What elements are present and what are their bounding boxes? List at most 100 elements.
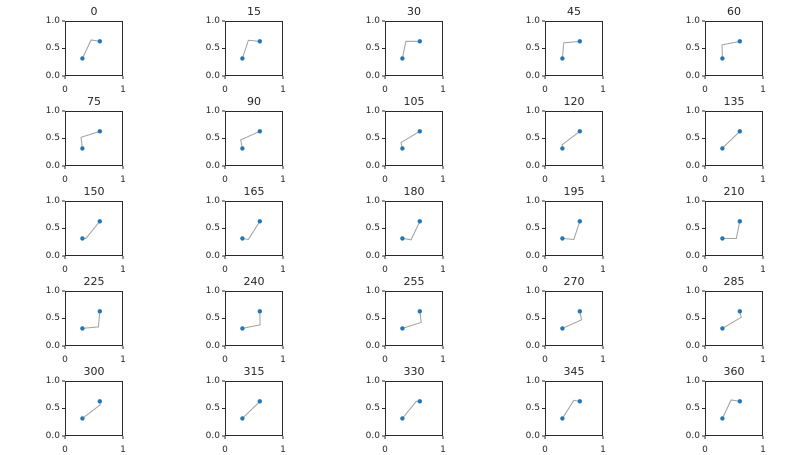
plot-area bbox=[702, 200, 764, 259]
plot-area bbox=[62, 380, 124, 439]
y-tick-label: 0.0 bbox=[525, 340, 540, 351]
y-axis-tick-labels: 1.0 0.5 0.0 bbox=[517, 285, 545, 351]
subplot-title: 210 bbox=[723, 185, 745, 198]
y-tick-label: 1.0 bbox=[365, 375, 380, 386]
x-tick-label: 1 bbox=[280, 264, 286, 275]
x-tick-label: 1 bbox=[120, 84, 126, 95]
y-tick-label: 0.0 bbox=[365, 340, 380, 351]
subplot-title: 345 bbox=[563, 365, 585, 378]
data-point bbox=[577, 309, 582, 314]
plot-area bbox=[382, 20, 444, 79]
y-tick-label: 1.0 bbox=[525, 285, 540, 296]
figure-330: 330 1.0 0.5 0.0 0 1 bbox=[357, 365, 446, 455]
y-axis-tick-labels: 1.0 0.5 0.0 bbox=[37, 196, 65, 261]
y-axis-tick-labels: 1.0 0.5 0.0 bbox=[197, 16, 225, 81]
y-tick-label: 1.0 bbox=[365, 195, 380, 206]
segment-path bbox=[240, 130, 261, 149]
plot-area bbox=[62, 20, 124, 79]
subplot-title: 90 bbox=[247, 95, 261, 108]
y-tick-label: 0.5 bbox=[525, 403, 540, 413]
data-point bbox=[80, 146, 85, 151]
x-tick-label: 1 bbox=[600, 264, 606, 275]
x-tick-label: 1 bbox=[760, 84, 766, 95]
segment-path bbox=[242, 221, 261, 240]
y-tick-label: 0.0 bbox=[685, 340, 700, 351]
segment-path bbox=[402, 400, 420, 419]
data-point bbox=[97, 129, 102, 134]
plot-area bbox=[62, 200, 124, 259]
subplot-120: 120 1.0 0.5 0.0 0 1 bbox=[480, 95, 640, 185]
subplot-300: 300 1.0 0.5 0.0 0 1 bbox=[0, 365, 160, 455]
y-tick-label: 0.5 bbox=[365, 133, 380, 143]
x-tick-label: 0 bbox=[542, 444, 548, 455]
subplot-title: 240 bbox=[243, 275, 265, 288]
subplot-45: 45 1.0 0.5 0.0 0 1 bbox=[480, 5, 640, 95]
y-tick-label: 1.0 bbox=[45, 15, 60, 26]
subplot-255: 255 1.0 0.5 0.0 0 1 bbox=[320, 275, 480, 365]
x-tick-label: 0 bbox=[62, 354, 68, 365]
y-tick-label: 0.0 bbox=[685, 250, 700, 261]
y-axis-tick-labels: 1.0 0.5 0.0 bbox=[37, 15, 65, 81]
data-point bbox=[417, 129, 422, 134]
figure-120: 120 1.0 0.5 0.0 0 1 bbox=[517, 95, 606, 185]
figure-255: 255 1.0 0.5 0.0 0 1 bbox=[357, 275, 446, 365]
data-point bbox=[417, 309, 422, 314]
plot-area bbox=[702, 110, 764, 169]
figure-285: 285 1.0 0.5 0.0 0 1 bbox=[677, 275, 766, 365]
subplot-title: 60 bbox=[727, 5, 741, 18]
y-tick-label: 0.0 bbox=[45, 160, 60, 171]
y-tick-label: 0.5 bbox=[525, 223, 540, 233]
y-axis-tick-labels: 1.0 0.5 0.0 bbox=[677, 16, 705, 81]
subplot-345: 345 1.0 0.5 0.0 0 1 bbox=[480, 365, 640, 455]
data-point bbox=[720, 56, 725, 61]
x-tick-label: 0 bbox=[702, 174, 708, 185]
figure-360: 360 1.0 0.5 0.0 0 1 bbox=[677, 365, 766, 455]
subplot-title: 75 bbox=[87, 95, 101, 108]
y-axis-tick-labels: 1.0 0.5 0.0 bbox=[197, 106, 225, 171]
y-tick-label: 0.5 bbox=[685, 133, 700, 143]
y-tick-label: 0.0 bbox=[205, 250, 220, 261]
y-tick-label: 0.5 bbox=[685, 313, 700, 323]
data-point bbox=[400, 326, 405, 331]
figure-135: 135 1.0 0.5 0.0 0 1 bbox=[677, 95, 766, 185]
x-tick-label: 0 bbox=[702, 354, 708, 365]
plot-area bbox=[542, 110, 604, 169]
y-tick-label: 1.0 bbox=[525, 15, 540, 26]
y-tick-label: 1.0 bbox=[205, 195, 220, 206]
y-tick-label: 1.0 bbox=[525, 195, 540, 206]
subplot-title: 180 bbox=[403, 185, 425, 198]
y-tick-label: 0.5 bbox=[685, 223, 700, 233]
figure-300: 300 1.0 0.5 0.0 0 1 bbox=[37, 365, 126, 455]
x-tick-label: 0 bbox=[382, 174, 388, 185]
y-tick-label: 0.5 bbox=[525, 43, 540, 53]
figure-195: 195 1.0 0.5 0.0 0 1 bbox=[517, 185, 606, 275]
subplot-title: 330 bbox=[403, 365, 425, 378]
y-tick-label: 0.0 bbox=[45, 70, 60, 81]
subplot-180: 180 1.0 0.5 0.0 0 1 bbox=[320, 185, 480, 275]
figure-90: 90 1.0 0.5 0.0 0 1 bbox=[197, 95, 286, 185]
subplot-75: 75 1.0 0.5 0.0 0 1 bbox=[0, 95, 160, 185]
y-tick-label: 1.0 bbox=[205, 285, 220, 296]
y-axis-tick-labels: 1.0 0.5 0.0 bbox=[37, 106, 65, 171]
plot-area bbox=[222, 380, 284, 439]
subplot-title: 315 bbox=[243, 365, 265, 378]
y-tick-label: 0.0 bbox=[685, 70, 700, 81]
data-point bbox=[417, 219, 422, 224]
y-axis-tick-labels: 1.0 0.5 0.0 bbox=[357, 106, 385, 171]
subplot-title: 30 bbox=[407, 5, 421, 18]
subplot-title: 150 bbox=[83, 185, 105, 198]
subplot-title: 300 bbox=[83, 365, 105, 378]
segment-path bbox=[402, 221, 421, 241]
data-point bbox=[400, 56, 405, 61]
x-tick-label: 0 bbox=[382, 264, 388, 275]
segment-path bbox=[81, 39, 100, 59]
y-tick-label: 0.5 bbox=[685, 403, 700, 413]
